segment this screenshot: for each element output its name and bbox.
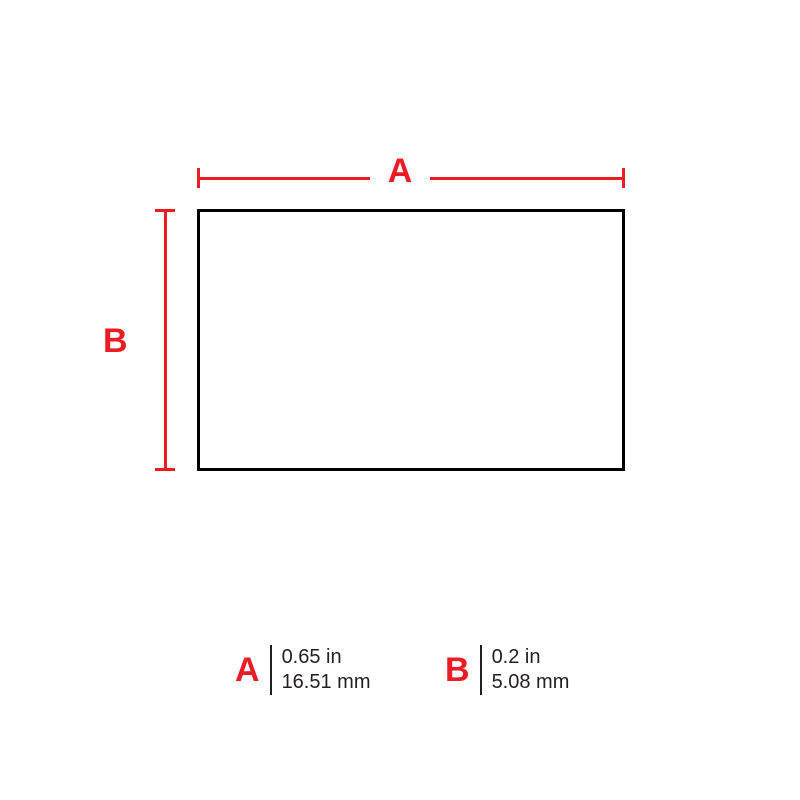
- dimension-diagram: A B A 0.65 in 16.51 mm B 0.2 in 5.08 mm: [0, 0, 800, 800]
- legend-entry-a: A 0.65 in 16.51 mm: [235, 645, 371, 695]
- legend-a-separator: [270, 645, 272, 695]
- dimension-a-cap-right: [622, 168, 625, 188]
- label-shape-rectangle: [197, 209, 625, 471]
- dimension-b-cap-bottom: [155, 468, 175, 471]
- legend-b-value-in: 0.2 in: [492, 645, 570, 670]
- dimension-a-cap-left: [197, 168, 200, 188]
- legend-a-values: 0.65 in 16.51 mm: [282, 645, 371, 695]
- dimension-b-label: B: [103, 322, 128, 361]
- legend-a-value-in: 0.65 in: [282, 645, 371, 670]
- legend-entry-b: B 0.2 in 5.08 mm: [445, 645, 569, 695]
- dimension-b-line: [164, 209, 167, 471]
- dimension-a-label: A: [370, 152, 430, 191]
- legend-a-key: A: [235, 651, 260, 690]
- legend-b-key: B: [445, 651, 470, 690]
- legend-b-separator: [480, 645, 482, 695]
- legend-b-value-mm: 5.08 mm: [492, 670, 570, 695]
- legend-a-value-mm: 16.51 mm: [282, 670, 371, 695]
- legend-b-values: 0.2 in 5.08 mm: [492, 645, 570, 695]
- dimension-b-cap-top: [155, 209, 175, 212]
